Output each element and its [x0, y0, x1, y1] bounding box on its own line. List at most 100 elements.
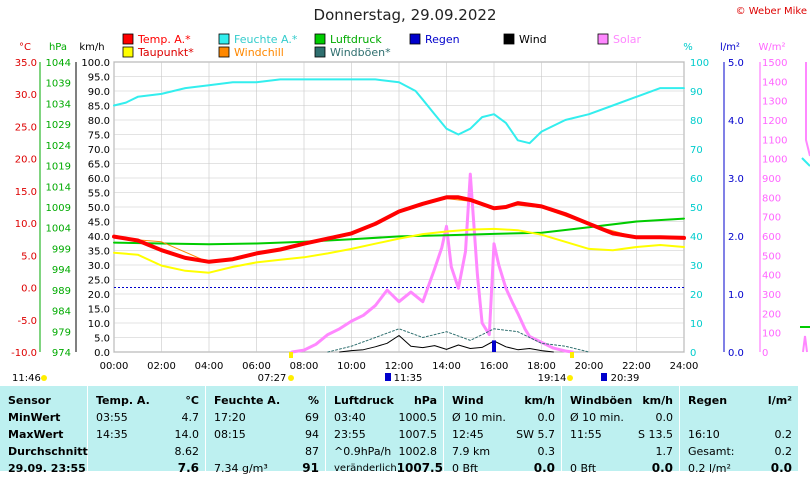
- legend-label: Wind: [519, 33, 547, 46]
- tick-wind_kmh: 65.0: [88, 160, 110, 171]
- gust-bft: 0 Bft: [570, 462, 597, 475]
- unit-rain: l/m²: [720, 42, 740, 53]
- rain-bar: [492, 340, 496, 352]
- x-tick: 04:00: [195, 361, 224, 372]
- legend-label: Temp. A.*: [137, 33, 191, 46]
- wind-max: SW 5.7: [516, 428, 555, 441]
- sunrise-tick: [289, 352, 293, 358]
- tick-wind_kmh: 50.0: [88, 203, 110, 214]
- hum-avg: 87: [305, 445, 319, 458]
- tick-pressure_hpa: 1029: [46, 120, 71, 131]
- wind-avg-label: Ø 10 min.: [452, 411, 506, 424]
- stats-col-rain: Regen l/m² 16:10 0.2 Gesamt: 0.2 0.2 l/m² 0.…: [680, 386, 798, 477]
- tick-pressure_hpa: 994: [52, 265, 71, 276]
- tick-humidity_pct: 70: [690, 145, 703, 156]
- rain-max: 0.2: [774, 428, 793, 441]
- tick-humidity_pct: 50: [690, 203, 703, 214]
- moonset-label: 20:39: [611, 373, 640, 384]
- axes: °C hPa km/h% l/m² W/m² 35.0 30.0 25.0 20.0 15.0 10…: [11, 42, 787, 372]
- hdr-gust-unit: km/h: [642, 394, 673, 407]
- tick-wind_kmh: 30.0: [88, 261, 110, 272]
- tick-solar_wm2: 200: [762, 309, 781, 320]
- tick-humidity_pct: 40: [690, 232, 703, 243]
- sunset-icon: [567, 375, 573, 381]
- tick-humidity_pct: 90: [690, 87, 703, 98]
- legend-label: Solar: [613, 33, 642, 46]
- press-max-time: 23:55: [334, 428, 366, 441]
- tick-wind_kmh: 20.0: [88, 290, 110, 301]
- tick-rain_lm2: 3.0: [728, 174, 744, 185]
- x-tick: 06:00: [242, 361, 271, 372]
- legend: Temp. A.* Feuchte A.* Luftdruck Regen Wind So…: [122, 33, 642, 59]
- tick-solar_wm2: 0: [762, 348, 768, 359]
- legend-swatch: [503, 33, 515, 45]
- gust-max-time: 11:55: [570, 428, 602, 441]
- tick-temp_c: 25.0: [15, 122, 37, 133]
- time-markers: 11:46 07:27 11:35 19:14 20:39: [12, 352, 639, 384]
- tick-pressure_hpa: 974: [52, 348, 71, 359]
- wind-bft: 0 Bft: [452, 462, 479, 475]
- tick-humidity_pct: 30: [690, 261, 703, 272]
- tick-wind_kmh: 25.0: [88, 276, 110, 287]
- moon-icon: [601, 373, 607, 381]
- tick-wind_kmh: 90.0: [88, 87, 110, 98]
- tick-solar_wm2: 100: [762, 329, 781, 340]
- hum-min-time: 17:20: [214, 411, 246, 424]
- stats-col-gust: Windböen km/h Ø 10 min. 0.0 11:55 S 13.5 1.…: [562, 386, 680, 477]
- x-tick: 24:00: [670, 361, 699, 372]
- rain-now: 0.0: [770, 461, 792, 475]
- legend-label: Windchill: [234, 46, 284, 59]
- sunrise-icon: [288, 375, 294, 381]
- hdr-rain-unit: l/m²: [767, 394, 792, 407]
- tick-pressure_hpa: 1044: [46, 58, 71, 69]
- stats-table: Sensor MinWert MaxWert Durchschnitt 29.0…: [0, 386, 798, 477]
- tick-rain_lm2: 5.0: [728, 58, 744, 69]
- press-change: veränderlich: [334, 463, 397, 474]
- wind-mean: 0.3: [537, 445, 556, 458]
- tick-solar_wm2: 1200: [762, 116, 787, 127]
- wind-now: 0.0: [533, 461, 555, 475]
- press-now: 1007.5: [396, 461, 443, 475]
- x-tick: 18:00: [527, 361, 556, 372]
- tick-solar_wm2: 1300: [762, 97, 787, 108]
- rain-total-label: Gesamt:: [688, 445, 735, 458]
- tick-temp_c: -10.0: [11, 348, 37, 359]
- unit-solar: W/m²: [758, 42, 785, 53]
- tick-humidity_pct: 60: [690, 174, 703, 185]
- legend-swatch: [597, 33, 609, 45]
- temp-max-time: 14:35: [96, 428, 128, 441]
- tick-temp_c: 5.0: [21, 251, 37, 262]
- tick-pressure_hpa: 979: [52, 327, 71, 338]
- hum-max-time: 08:15: [214, 428, 246, 441]
- tick-humidity_pct: 0: [690, 348, 696, 359]
- tick-solar_wm2: 1400: [762, 77, 787, 88]
- hdr-hum-unit: %: [307, 394, 319, 407]
- series-wind: [339, 335, 554, 353]
- hdr-press-unit: hPa: [413, 394, 437, 407]
- hum-min: 69: [305, 411, 319, 424]
- tick-rain_lm2: 1.0: [728, 290, 744, 301]
- x-tick: 14:00: [432, 361, 461, 372]
- hum-max: 94: [305, 428, 319, 441]
- tick-pressure_hpa: 1014: [46, 182, 71, 193]
- wind-max-time: 12:45: [452, 428, 484, 441]
- tick-solar_wm2: 900: [762, 174, 781, 185]
- tick-pressure_hpa: 1004: [46, 224, 71, 235]
- tick-wind_kmh: 5.0: [94, 334, 110, 345]
- solar-noon-label: 11:35: [394, 373, 423, 384]
- tick-pressure_hpa: 1034: [46, 99, 71, 110]
- temp-min-time: 03:55: [96, 411, 128, 424]
- hdr-temp-unit: °C: [185, 394, 199, 407]
- stats-col-temp: Temp. A. °C 03:55 4.7 14:35 14.0 8.62 7.6: [88, 386, 206, 477]
- temp-avg: 8.62: [174, 445, 200, 458]
- stats-col-hum: Feuchte A.% 17:20 69 08:15 94 87 7.34 g/m³…: [206, 386, 326, 477]
- tick-rain_lm2: 4.0: [728, 116, 744, 127]
- series-luftdruck: [113, 217, 685, 246]
- tick-pressure_hpa: 1039: [46, 79, 71, 90]
- label-avg: Durchschnitt: [8, 445, 88, 458]
- sunset-label: 19:14: [538, 373, 567, 384]
- gust-mean: 1.7: [655, 445, 674, 458]
- legend-label: Taupunkt*: [137, 46, 194, 59]
- sunrise-label: 07:27: [258, 373, 287, 384]
- hdr-press: Luftdruck: [334, 394, 394, 407]
